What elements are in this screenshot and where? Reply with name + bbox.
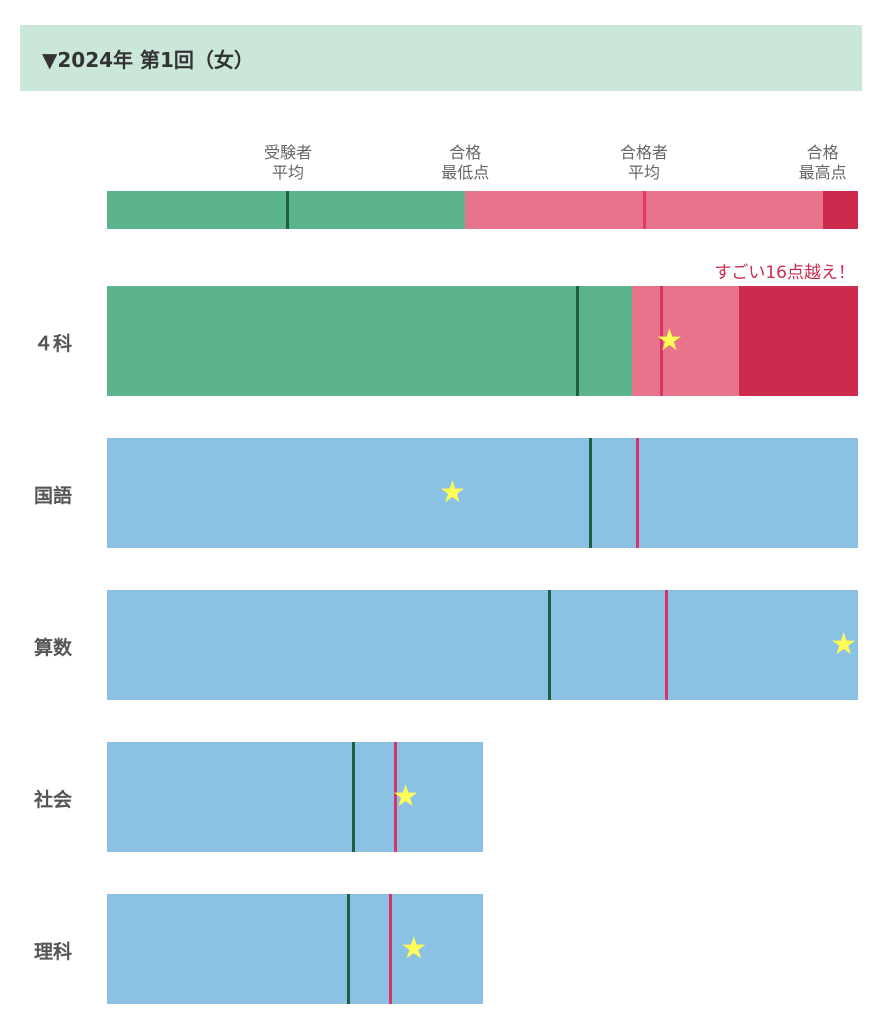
bar-segment bbox=[631, 286, 740, 396]
examinee-average-line bbox=[547, 590, 551, 700]
legend-label-line1: 合格 bbox=[449, 143, 482, 162]
passer-average-line bbox=[636, 438, 640, 548]
legend-segment-2 bbox=[823, 191, 858, 229]
examinee-average-line bbox=[347, 894, 351, 1004]
legend-label-line1: 合格 bbox=[806, 143, 839, 162]
score-annotation: すごい16点越え！ bbox=[714, 263, 855, 283]
legend-segment-0 bbox=[107, 191, 466, 229]
legend-label-line1: 合格者 bbox=[619, 143, 668, 162]
passer-average-line bbox=[394, 742, 398, 852]
star-icon: ★ bbox=[830, 627, 858, 662]
examinee-average-line bbox=[589, 438, 593, 548]
legend-label-2: 合格者 平均 bbox=[589, 143, 699, 183]
legend-bar bbox=[107, 191, 858, 229]
score-bar: ★ bbox=[107, 894, 483, 1004]
score-bar: ★ bbox=[107, 590, 858, 700]
passer-average-line bbox=[659, 286, 663, 396]
legend-label-1: 合格 最低点 bbox=[410, 143, 520, 183]
row-label: 理科 bbox=[34, 941, 73, 963]
star-icon: ★ bbox=[656, 323, 683, 358]
section-header: ▼2024年 第1回（女） bbox=[20, 25, 862, 91]
examinee-average-line bbox=[352, 742, 356, 852]
passer-average-line bbox=[664, 590, 668, 700]
score-bar: ★ bbox=[107, 438, 858, 548]
legend-label-line2: 平均 bbox=[627, 163, 660, 182]
bar-segment bbox=[107, 742, 483, 852]
legend-marker-line-0 bbox=[286, 191, 290, 229]
score-bar: ★ bbox=[107, 742, 483, 852]
score-bar: ★ bbox=[107, 286, 858, 396]
legend-label-0: 受験者 平均 bbox=[233, 143, 343, 183]
bar-segment bbox=[107, 438, 858, 548]
legend-label-line2: 最高点 bbox=[798, 163, 847, 182]
legend-label-line2: 最低点 bbox=[441, 163, 490, 182]
passer-average-line bbox=[389, 894, 392, 1004]
row-label: 社会 bbox=[34, 789, 73, 811]
legend-marker-line-1 bbox=[643, 191, 647, 229]
row-label: 算数 bbox=[34, 637, 73, 659]
row-label: ４科 bbox=[34, 333, 73, 355]
row-label: 国語 bbox=[34, 485, 73, 507]
bar-segment bbox=[107, 286, 632, 396]
legend-label-3: 合格 最高点 bbox=[768, 143, 878, 183]
bar-segment bbox=[107, 894, 483, 1004]
examinee-average-line bbox=[576, 286, 580, 396]
legend-label-line1: 受験者 bbox=[263, 143, 312, 162]
star-icon: ★ bbox=[392, 779, 419, 814]
bar-segment bbox=[107, 590, 858, 700]
section-title: ▼2024年 第1回（女） bbox=[42, 47, 254, 72]
star-icon: ★ bbox=[400, 931, 428, 966]
star-icon: ★ bbox=[439, 475, 466, 510]
bar-segment bbox=[739, 286, 858, 396]
legend-label-line2: 平均 bbox=[271, 163, 304, 182]
